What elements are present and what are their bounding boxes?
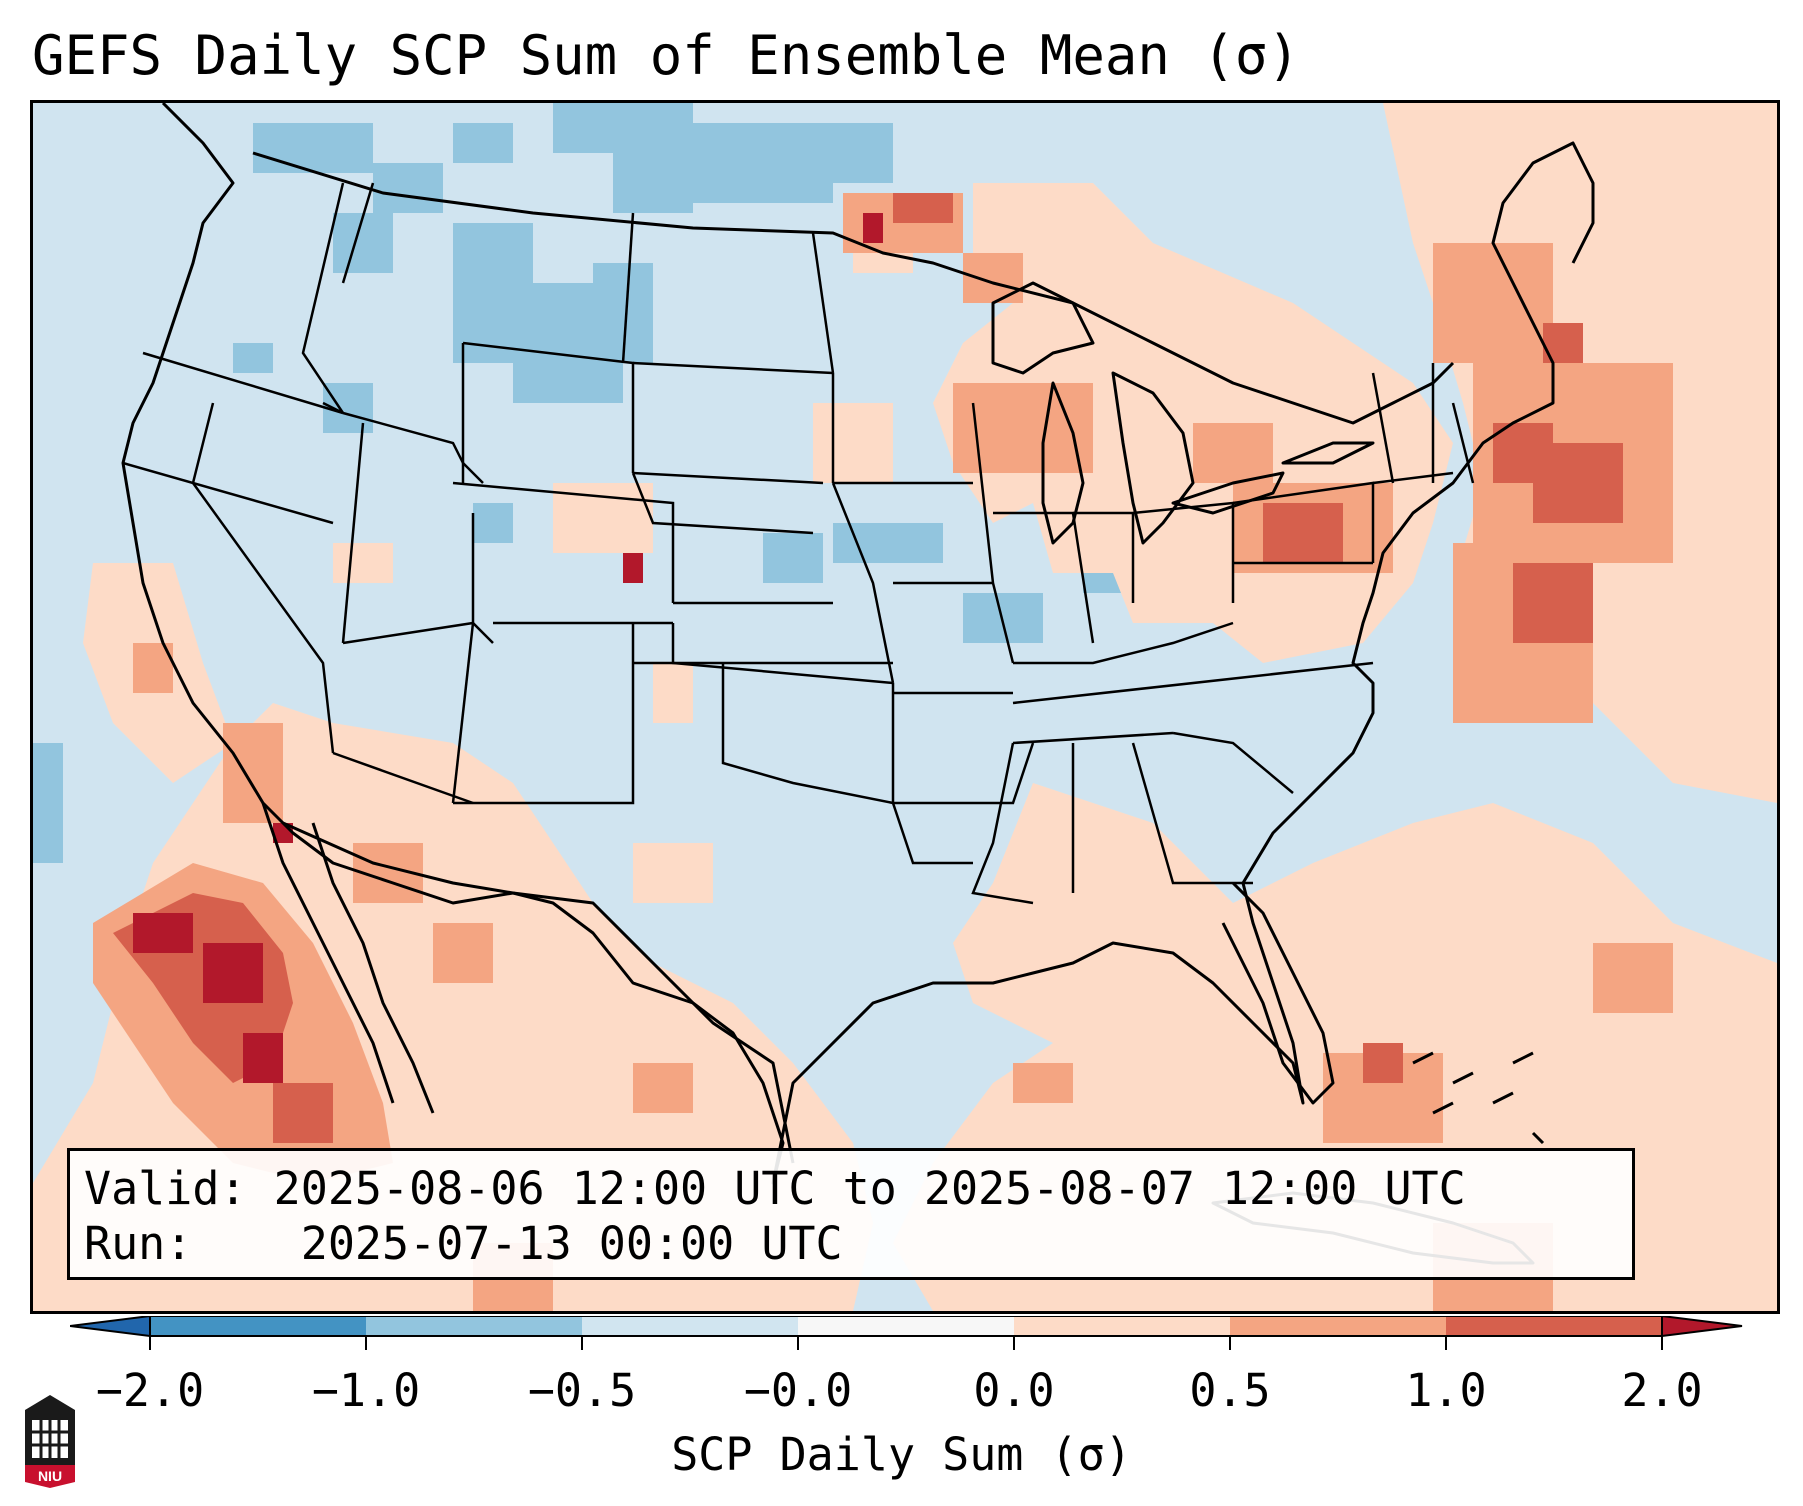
colorbar-tick-label: −0.5: [527, 1364, 637, 1417]
run-line: Run: 2025-07-13 00:00 UTC: [84, 1216, 1618, 1271]
colorbar-tick-label: −1.0: [311, 1364, 421, 1417]
valid-line: Valid: 2025-08-06 12:00 UTC to 2025-08-0…: [84, 1161, 1618, 1216]
great-lakes: [991, 281, 1375, 545]
coastlines-and-borders: [121, 103, 1595, 1265]
florida: [1221, 881, 1335, 1105]
map-panel[interactable]: Valid: 2025-08-06 12:00 UTC to 2025-08-0…: [30, 100, 1780, 1314]
anomaly-map: [33, 103, 1777, 1311]
run-label: Run:: [84, 1217, 193, 1270]
negative-anomaly-patches: [33, 103, 1153, 863]
colorbar-tick-label: 2.0: [1621, 1364, 1703, 1417]
conus-outline: [121, 103, 1595, 1185]
valid-value: 2025-08-06 12:00 UTC to 2025-08-07 12:00…: [273, 1162, 1466, 1215]
colorbar-extend-high: [1661, 1316, 1743, 1338]
colorbar-tick-label: −0.0: [743, 1364, 853, 1417]
bahamas: [1412, 1051, 1545, 1145]
colorbar-bin-1-2: [1446, 1316, 1662, 1336]
colorbar-frame: [149, 1316, 1663, 1337]
colorbar-ticks: [149, 1336, 1663, 1350]
canada-border: [252, 151, 1455, 425]
niu-logo-icon: NIU: [25, 1395, 75, 1488]
state-borders: [122, 182, 1475, 905]
page-title: GEFS Daily SCP Sum of Ensemble Mean (σ): [32, 24, 1300, 87]
colorbar-label: SCP Daily Sum (σ): [671, 1428, 1132, 1481]
run-value: 2025-07-13 00:00 UTC: [300, 1217, 843, 1270]
colorbar-bin-m1-m05: [366, 1316, 582, 1336]
colorbar-tick-label: 1.0: [1405, 1364, 1487, 1417]
colorbar-tick-label: −2.0: [95, 1364, 205, 1417]
colorbar: [70, 1316, 1743, 1350]
mexico-border: [282, 821, 795, 1164]
colorbar-bin-0-05: [1014, 1316, 1230, 1336]
colorbar-bin-05-1: [1230, 1316, 1446, 1336]
extreme-positive-patches: [133, 213, 883, 1083]
baja-california: [261, 802, 435, 1114]
valid-label: Valid:: [84, 1162, 247, 1215]
colorbar-tick-label: 0.0: [973, 1364, 1055, 1417]
info-box: Valid: 2025-08-06 12:00 UTC to 2025-08-0…: [67, 1148, 1635, 1280]
colorbar-bin-m05-m0: [582, 1316, 798, 1336]
colorbar-bin-m0-0: [798, 1316, 1014, 1336]
colorbar-bin-m2-m1: [150, 1316, 366, 1336]
colorbar-tick-label: 0.5: [1189, 1364, 1271, 1417]
colorbar-extend-low: [70, 1316, 151, 1338]
logo-text: NIU: [38, 1468, 62, 1484]
